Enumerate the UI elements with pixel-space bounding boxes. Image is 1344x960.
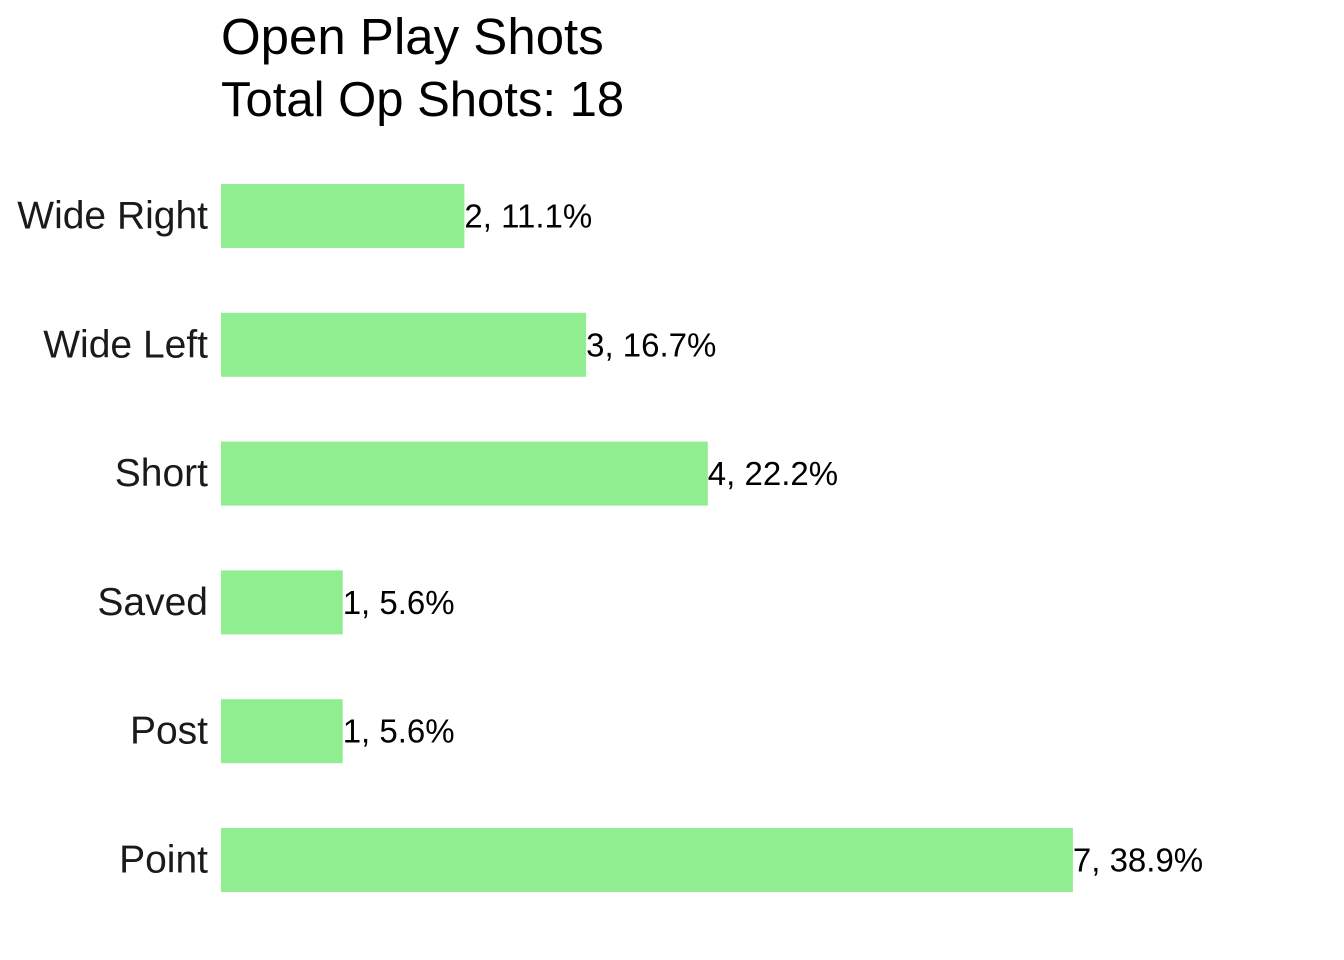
chart-subtitle: Total Op Shots: 18 xyxy=(221,73,625,127)
bar-point xyxy=(221,828,1073,892)
data-label: 1, 5.6% xyxy=(343,713,455,750)
bar-saved xyxy=(221,570,343,635)
bar-short xyxy=(221,441,708,506)
bar-wide-right xyxy=(221,184,465,248)
data-label: 4, 22.2% xyxy=(708,455,838,492)
data-label: 3, 16.7% xyxy=(586,326,716,363)
category-label: Short xyxy=(115,452,208,495)
category-label: Wide Left xyxy=(43,323,208,366)
category-label: Wide Right xyxy=(17,195,208,238)
bar-wide-left xyxy=(221,312,587,377)
data-label: 2, 11.1% xyxy=(464,198,592,235)
data-label: 7, 38.9% xyxy=(1073,842,1203,879)
category-label: Saved xyxy=(97,581,208,624)
data-label: 1, 5.6% xyxy=(343,584,455,621)
bar-post xyxy=(221,699,343,764)
category-label: Post xyxy=(130,710,208,753)
category-label: Point xyxy=(119,839,208,882)
chart-title: Open Play Shots xyxy=(221,8,604,65)
